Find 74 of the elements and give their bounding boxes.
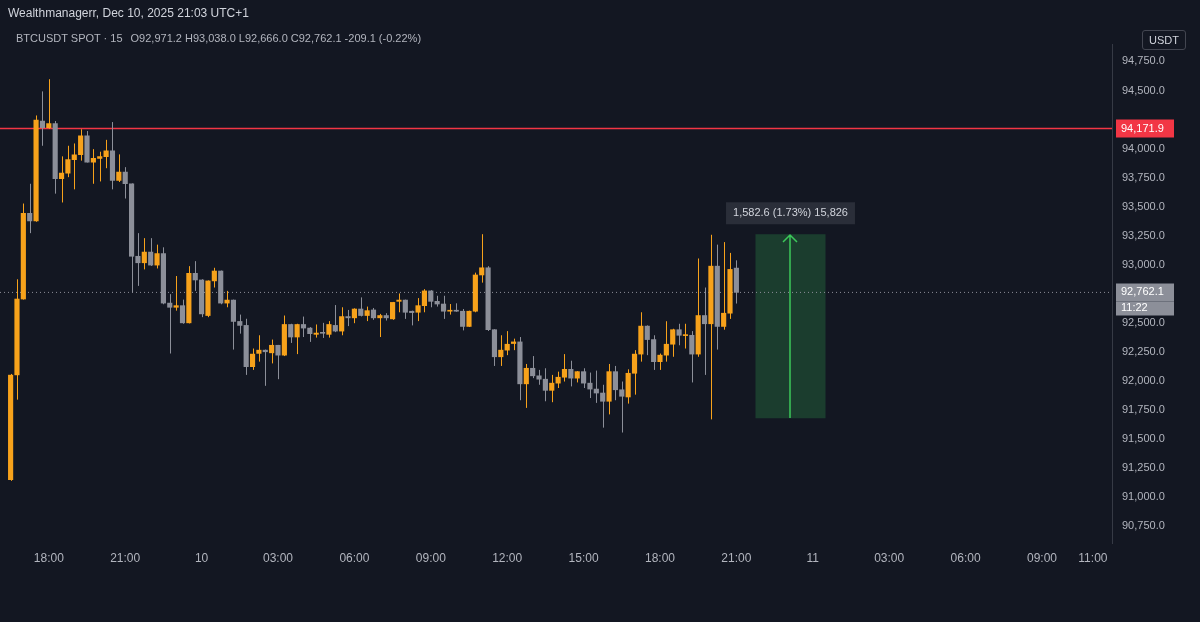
candlestick	[313, 323, 319, 339]
candlestick	[46, 78, 52, 130]
x-tick-label: 15:00	[568, 551, 599, 566]
candlestick	[523, 363, 529, 409]
candlestick	[154, 244, 160, 269]
candlestick	[249, 348, 256, 371]
candlestick	[256, 334, 262, 363]
x-tick-label: 06:00	[950, 551, 981, 566]
candlestick	[300, 316, 307, 338]
ref-line-label: 94,171.9	[1121, 121, 1164, 134]
x-tick-label: 09:00	[1026, 551, 1058, 566]
candlestick	[103, 139, 109, 169]
candlestick	[339, 306, 345, 336]
candlestick	[148, 237, 154, 267]
y-tick-label: 92,250.0	[1122, 344, 1165, 357]
candlestick	[581, 367, 587, 389]
candlestick	[167, 293, 173, 355]
y-tick-label: 94,500.0	[1122, 83, 1165, 96]
x-tick-label: 03:00	[874, 551, 905, 566]
x-tick-label: 18:00	[644, 551, 676, 566]
candlestick	[192, 260, 198, 292]
candlestick	[549, 374, 555, 403]
candlestick	[396, 292, 402, 313]
y-tick-label: 90,750.0	[1122, 519, 1165, 532]
candlestick	[269, 339, 275, 364]
ref-line-label: 92,762.1	[1121, 285, 1164, 298]
y-tick-label: 93,000.0	[1122, 257, 1165, 270]
candlestick	[27, 183, 33, 234]
text: Wealthmanagerr, Dec 10, 2025 21:03 UTC+1	[8, 6, 249, 20]
candlestick	[682, 323, 689, 350]
candlestick	[332, 304, 338, 333]
y-tick-label: 92,500.0	[1122, 315, 1165, 328]
candlestick	[141, 237, 147, 270]
candlestick	[116, 153, 122, 183]
y-axis-title: USDT	[1142, 30, 1186, 50]
chart-subtitle: O92,971.2 H93,038.0 L92,666.0 C92,762.1 -209.1 (-0.22%)	[130, 32, 422, 44]
candlestick	[440, 295, 447, 320]
x-tick-label: 09:00	[415, 551, 447, 566]
candlestick	[179, 299, 186, 325]
x-tick-label: 12:00	[492, 551, 523, 566]
y-tick-label: 91,500.0	[1122, 432, 1165, 445]
candlestick	[39, 90, 46, 147]
text: 11:22	[1121, 301, 1148, 314]
candlestick	[568, 360, 574, 387]
x-tick-label: 18:00	[33, 551, 65, 566]
x-tick-label: 11	[806, 551, 820, 566]
candlestick	[479, 233, 485, 284]
y-tick-label: 91,750.0	[1122, 403, 1165, 416]
x-tick-label: 06:00	[339, 551, 370, 566]
candlestick	[587, 372, 593, 399]
candlestick	[294, 323, 300, 355]
x-tick-label: 21:00	[110, 551, 141, 566]
band-label: 1,582.6 (1.73%) 15,826	[733, 206, 848, 219]
y-tick-label: 93,500.0	[1122, 199, 1165, 212]
x-tick-label: 11:00	[1078, 551, 1108, 566]
candlestick	[498, 334, 504, 367]
y-tick-label: 92,000.0	[1122, 373, 1165, 386]
y-tick-label: 93,250.0	[1122, 228, 1165, 241]
y-tick-label: 91,000.0	[1122, 490, 1165, 503]
y-tick-label: 93,750.0	[1122, 170, 1165, 183]
candlestick	[600, 384, 606, 429]
candlestick	[173, 275, 179, 312]
candlestick	[689, 330, 695, 383]
candlestick	[377, 313, 383, 338]
y-tick-label: 91,250.0	[1122, 461, 1165, 474]
chart-title: BTCUSDT SPOT · 15	[16, 32, 123, 44]
candlestick	[676, 323, 682, 346]
y-tick-label: 94,750.0	[1122, 54, 1165, 67]
x-tick-label: 03:00	[262, 551, 294, 566]
x-tick-label: 21:00	[721, 551, 752, 566]
candlestick	[211, 267, 217, 289]
y-tick-label: 94,000.0	[1122, 141, 1165, 154]
candlestick	[275, 344, 281, 380]
x-tick-label: 10	[194, 551, 209, 566]
